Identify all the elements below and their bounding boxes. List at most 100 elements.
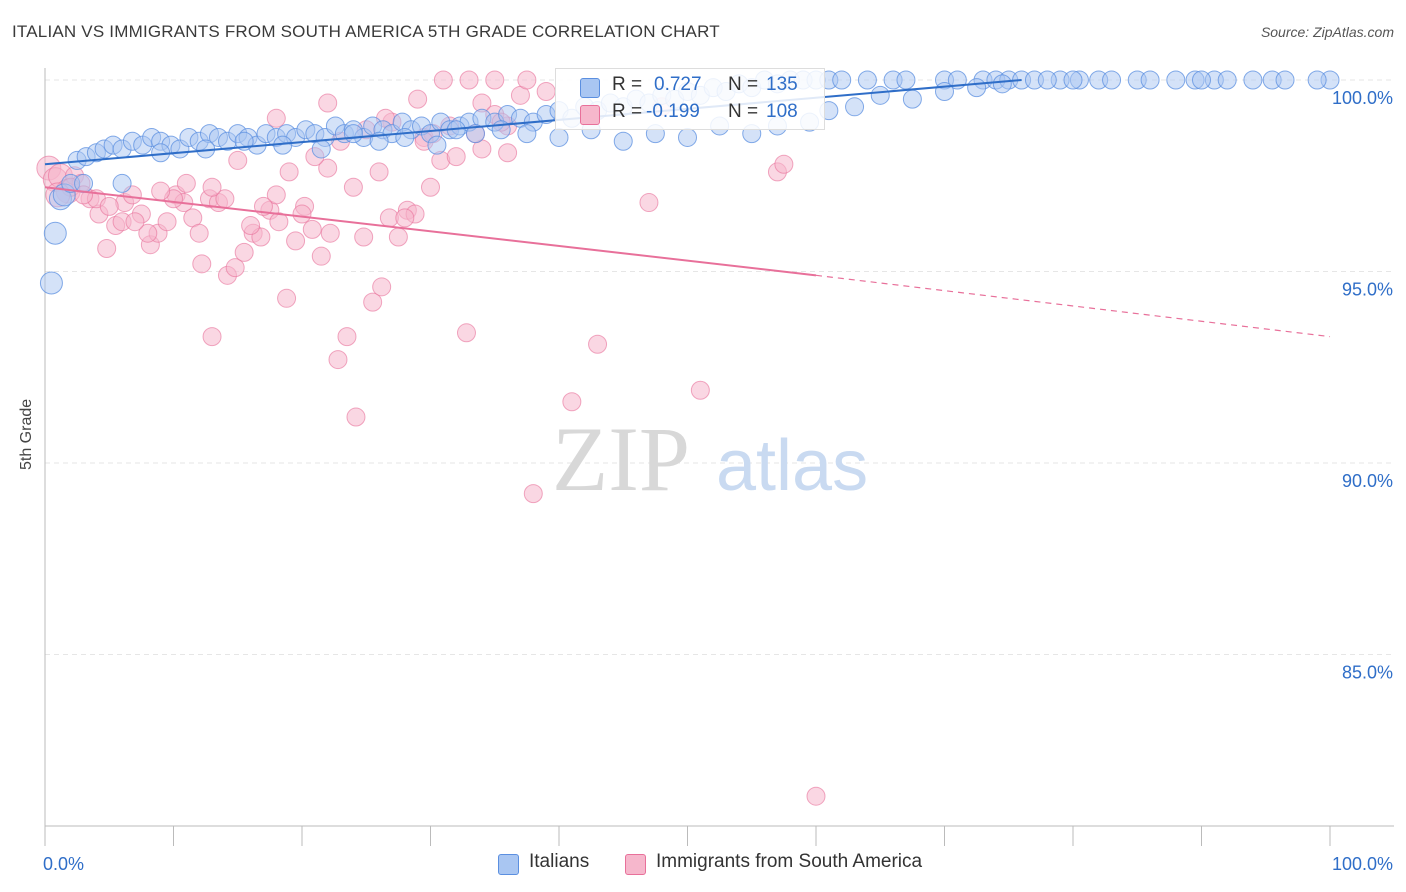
legend-swatch-italians bbox=[498, 854, 519, 875]
y-tick-label: 100.0% bbox=[1332, 88, 1393, 108]
italians-point bbox=[678, 127, 697, 147]
watermark-atlas: atlas bbox=[716, 426, 868, 506]
legend: Italians Immigrants from South America bbox=[0, 851, 1406, 877]
immigrants-point bbox=[228, 150, 248, 170]
immigrants-point bbox=[806, 786, 826, 806]
y-tick-label: 85.0% bbox=[1342, 663, 1393, 683]
immigrants-point bbox=[125, 212, 145, 232]
immigrants-point bbox=[498, 143, 518, 163]
italians-point bbox=[427, 135, 447, 155]
italians-point bbox=[549, 127, 569, 147]
italians-point bbox=[1192, 70, 1211, 90]
legend-label-immigrants: Immigrants from South America bbox=[656, 851, 923, 872]
legend-swatch-immigrants bbox=[625, 854, 646, 875]
y-axis-label: 5th Grade bbox=[18, 398, 35, 470]
immigrants-swatch bbox=[580, 105, 600, 125]
source-credit: Source: ZipAtlas.com bbox=[1260, 24, 1394, 40]
immigrants-point bbox=[202, 177, 222, 197]
italians-point bbox=[43, 221, 67, 245]
x-tick-label-min: 0.0% bbox=[43, 854, 84, 874]
y-tick-labels: 100.0% 95.0% 90.0% 85.0% bbox=[1332, 88, 1393, 683]
immigrants-point bbox=[318, 158, 338, 178]
axes bbox=[44, 68, 1394, 827]
y-tick-label: 95.0% bbox=[1342, 280, 1393, 300]
italians-point bbox=[896, 70, 916, 90]
immigrants-point bbox=[138, 223, 158, 243]
r-label: R = bbox=[612, 74, 643, 95]
italians-point bbox=[1307, 70, 1327, 90]
italians-point bbox=[613, 131, 633, 151]
italians-point bbox=[967, 78, 987, 98]
immigrants-point bbox=[337, 327, 357, 347]
immigrants-point bbox=[372, 277, 392, 297]
immigrants-point bbox=[234, 242, 254, 262]
italians-point bbox=[845, 97, 865, 117]
immigrants-point bbox=[202, 327, 222, 347]
immigrants-point bbox=[318, 93, 338, 113]
immigrants-point bbox=[421, 177, 440, 197]
italians-point bbox=[1217, 70, 1237, 90]
immigrants-point bbox=[266, 185, 286, 205]
italians-trend-line bbox=[44, 79, 1022, 166]
stats-row-italians: R = 0.727 N = 135 bbox=[556, 74, 824, 100]
immigrants-point bbox=[97, 239, 117, 259]
italians-point bbox=[1063, 70, 1083, 90]
stats-box: R = 0.727 N = 135 R = -0.199 N = 108 bbox=[555, 68, 825, 130]
immigrants-point bbox=[151, 181, 171, 201]
immigrants-point bbox=[346, 407, 366, 427]
series-immigrants-points bbox=[36, 70, 826, 806]
immigrants-point bbox=[320, 223, 340, 243]
chart-title: ITALIAN VS IMMIGRANTS FROM SOUTH AMERICA… bbox=[12, 22, 720, 41]
x-tick-label-max: 100.0% bbox=[1332, 854, 1393, 874]
n-value: 108 bbox=[766, 101, 798, 122]
italians-swatch bbox=[580, 78, 600, 98]
italians-point bbox=[74, 173, 94, 193]
immigrants-point bbox=[189, 223, 209, 243]
n-value: 135 bbox=[766, 74, 798, 95]
x-tick-labels: 0.0% 100.0% bbox=[43, 854, 1393, 874]
immigrants-point bbox=[536, 81, 556, 101]
r-value: -0.199 bbox=[646, 101, 700, 122]
n-label: N = bbox=[728, 74, 759, 95]
immigrants-point bbox=[269, 212, 289, 232]
r-value: 0.727 bbox=[654, 74, 702, 95]
immigrants-point bbox=[369, 162, 389, 182]
watermark-zip: ZIP bbox=[552, 408, 690, 510]
italians-point bbox=[343, 124, 363, 144]
italians-point bbox=[395, 127, 415, 147]
immigrants-point bbox=[99, 196, 119, 216]
immigrants-point bbox=[343, 177, 363, 197]
italians-point bbox=[992, 74, 1012, 94]
n-label: N = bbox=[728, 101, 759, 122]
italians-point bbox=[311, 139, 331, 159]
immigrants-point bbox=[176, 173, 196, 193]
immigrants-point bbox=[523, 484, 543, 504]
immigrants-point bbox=[277, 288, 297, 308]
italians-point bbox=[857, 70, 877, 90]
italians-point bbox=[1243, 70, 1263, 90]
immigrants-point bbox=[517, 70, 537, 90]
italians-point bbox=[1166, 70, 1186, 90]
immigrants-point bbox=[354, 227, 374, 247]
immigrants-point bbox=[192, 254, 212, 274]
immigrants-point bbox=[225, 258, 245, 278]
immigrants-point bbox=[456, 323, 476, 343]
italians-point bbox=[39, 271, 63, 295]
italians-point bbox=[1275, 70, 1295, 90]
immigrants-point bbox=[690, 380, 710, 400]
immigrants-point bbox=[328, 350, 348, 370]
immigrants-point bbox=[311, 246, 331, 266]
immigrants-point bbox=[562, 392, 582, 412]
immigrants-point bbox=[395, 208, 415, 228]
watermark: ZIP atlas bbox=[552, 408, 868, 510]
immigrants-point bbox=[388, 227, 408, 247]
immigrants-point bbox=[433, 70, 453, 90]
immigrants-trend-line bbox=[44, 186, 817, 277]
gridlines bbox=[45, 79, 1394, 655]
italians-point bbox=[465, 124, 485, 144]
immigrants-point bbox=[639, 193, 659, 213]
immigrants-trend-line-extension bbox=[815, 274, 1331, 338]
legend-label-italians: Italians bbox=[529, 851, 590, 872]
italians-point bbox=[1037, 70, 1057, 90]
